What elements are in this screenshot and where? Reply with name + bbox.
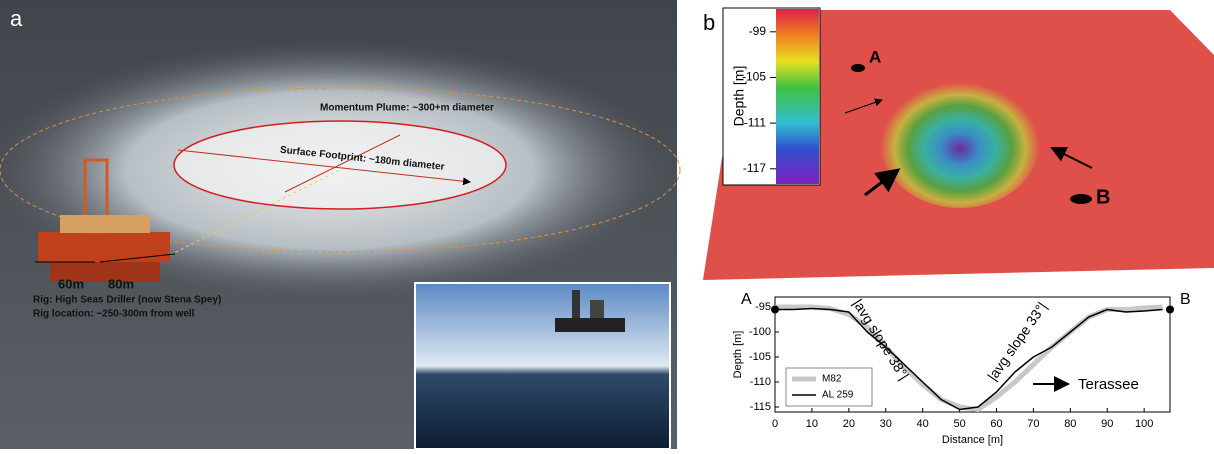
arrow: [844, 98, 883, 114]
y-axis-label: Depth [m]: [732, 331, 744, 379]
x-tick-label: 40: [917, 418, 929, 430]
legend-label: M82: [822, 374, 842, 385]
dim-line: [99, 253, 176, 263]
x-tick-label: 50: [953, 418, 965, 430]
y-tick-label: -110: [750, 376, 771, 388]
diameter-line: [284, 134, 401, 193]
series-line: [775, 307, 1163, 411]
annotation: Terassee: [1078, 376, 1139, 393]
annotation: Rig location: ~250-300m from well: [33, 309, 195, 320]
endpoint: [771, 305, 779, 314]
x-tick-label: 80: [1064, 418, 1076, 430]
legend-box: [785, 367, 873, 407]
distance-line: [169, 169, 341, 256]
y-tick-label: -105: [749, 351, 771, 363]
panel-label: b: [703, 10, 715, 35]
marker-label: A: [869, 47, 881, 66]
endpoint: [1166, 305, 1174, 314]
legend-label: AL 259: [822, 390, 854, 401]
arrow: [864, 168, 901, 197]
annotation: 60m: [58, 276, 84, 291]
annotation: Momentum Plume: ~300+m diameter: [320, 103, 494, 114]
y-tick-label: -100: [749, 326, 771, 338]
x-tick-label: 30: [880, 418, 892, 430]
diameter-arrow: [177, 149, 471, 186]
x-tick-label: 100: [1135, 418, 1153, 430]
marker-dot: [851, 64, 865, 72]
x-tick-label: 90: [1101, 418, 1113, 430]
colorbar-tick-label: -105: [742, 70, 766, 84]
plume-outline: [0, 87, 681, 253]
annotation: 80m: [108, 276, 134, 291]
crater: [880, 76, 1040, 208]
colorbar-tick-label: -99: [749, 24, 767, 38]
endpoint-label: A: [741, 291, 752, 308]
y-tick-label: -115: [750, 401, 771, 413]
x-tick-label: 0: [772, 418, 778, 430]
marker-label: B: [1096, 186, 1110, 208]
annotation: Rig: High Seas Driller (now Stena Spey): [33, 295, 221, 306]
endpoint-label: B: [1180, 291, 1191, 308]
colorbar-label: Depth [m]: [731, 66, 747, 127]
x-tick-label: 70: [1027, 418, 1039, 430]
marker-dot: [1070, 194, 1092, 204]
x-tick-label: 20: [843, 418, 855, 430]
x-axis-label: Distance [m]: [942, 434, 1003, 446]
colorbar-tick-label: -117: [743, 161, 766, 175]
inset-photo: [414, 282, 671, 450]
panel-label: a: [10, 6, 23, 31]
colorbar: [776, 9, 819, 184]
colorbar-tick-label: -111: [744, 115, 767, 129]
y-tick-label: -95: [755, 301, 771, 313]
x-tick-label: 60: [990, 418, 1002, 430]
arrow: [1050, 147, 1093, 169]
x-tick-label: 10: [806, 418, 818, 430]
